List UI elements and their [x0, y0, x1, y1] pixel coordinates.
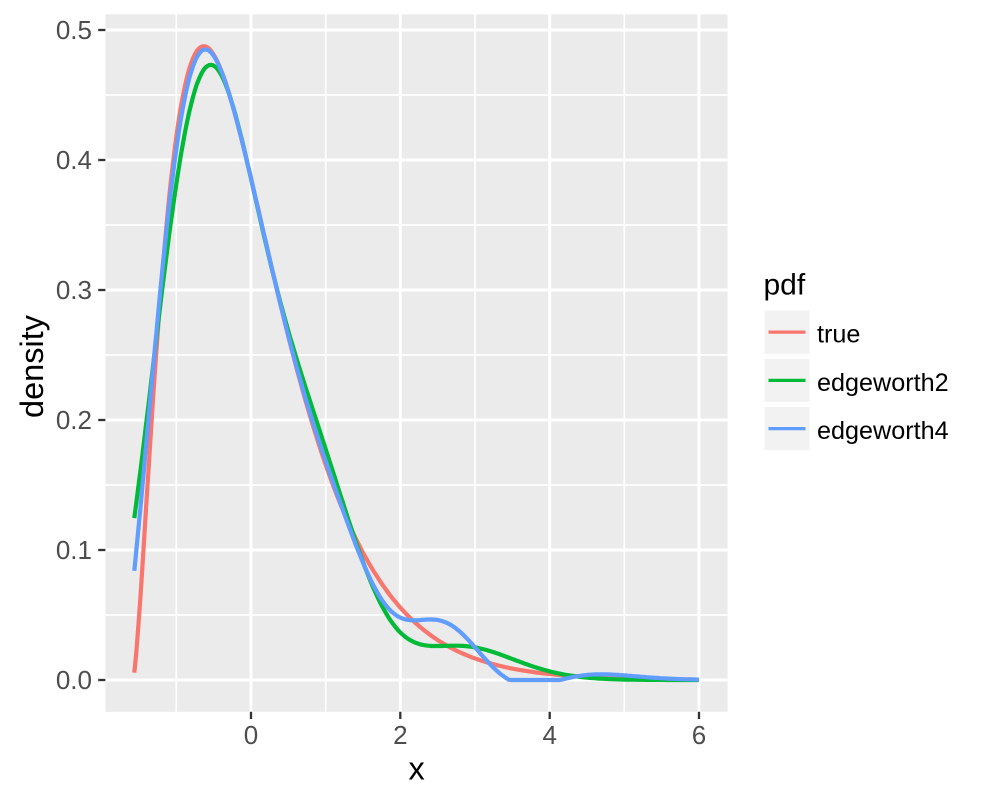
svg-text:2: 2	[393, 720, 407, 750]
svg-text:0: 0	[244, 720, 258, 750]
svg-text:6: 6	[692, 720, 706, 750]
svg-text:density: density	[14, 314, 50, 418]
svg-text:0.1: 0.1	[56, 535, 92, 565]
svg-text:4: 4	[542, 720, 556, 750]
svg-text:true: true	[817, 321, 860, 349]
svg-text:0.5: 0.5	[56, 15, 92, 45]
svg-text:pdf: pdf	[764, 268, 806, 301]
svg-text:edgeworth4: edgeworth4	[817, 417, 949, 445]
svg-text:x: x	[408, 751, 424, 787]
svg-text:0.0: 0.0	[56, 665, 92, 695]
svg-text:0.3: 0.3	[56, 275, 92, 305]
svg-text:edgeworth2: edgeworth2	[817, 369, 949, 397]
svg-text:0.2: 0.2	[56, 405, 92, 435]
svg-text:0.4: 0.4	[56, 145, 92, 175]
